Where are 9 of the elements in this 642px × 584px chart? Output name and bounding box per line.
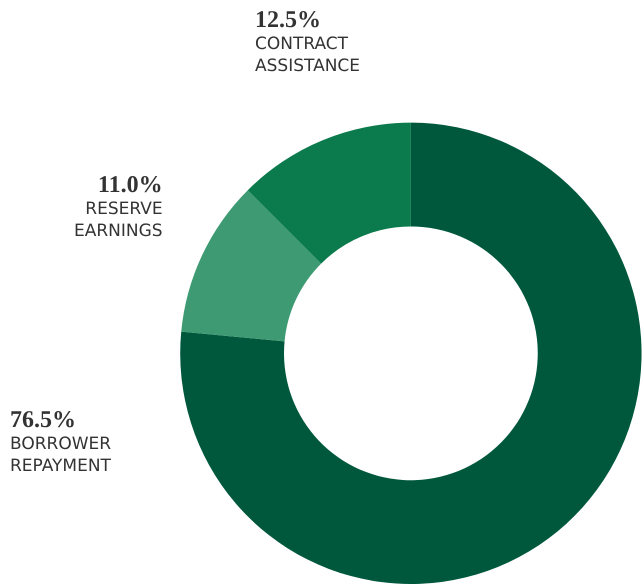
data-label: 12.5% <box>255 7 321 33</box>
donut-slice <box>180 122 642 584</box>
donut-slice <box>181 190 322 342</box>
slice-label: BORROWER REPAYMENT <box>10 434 112 476</box>
slice-label: CONTRACT ASSISTANCE <box>255 34 360 76</box>
data-label: 76.5% <box>10 407 76 433</box>
donut-slice <box>248 122 411 264</box>
data-label: 11.0% <box>98 172 163 198</box>
slice-label: RESERVE EARNINGS <box>74 199 163 242</box>
